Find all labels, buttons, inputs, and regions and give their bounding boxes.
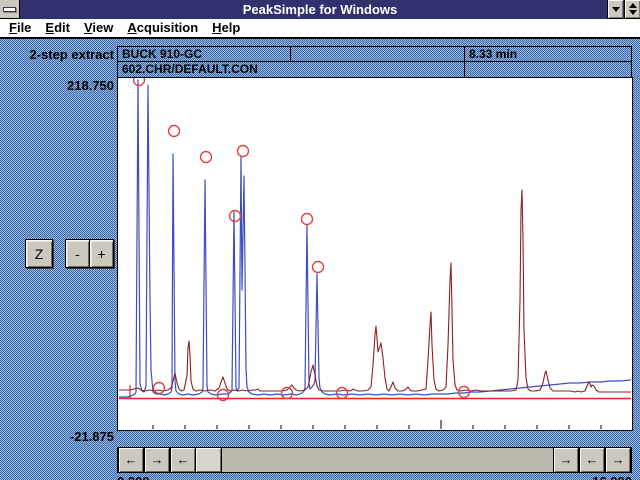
menu-file[interactable]: File: [9, 20, 32, 35]
control-menu-button[interactable]: [0, 0, 20, 19]
scroll-right-button[interactable]: →: [144, 448, 170, 472]
restore-button[interactable]: [624, 0, 640, 19]
sample-name-label: 2-step extract: [29, 47, 114, 62]
time-scrollbar[interactable]: ← → ← → ← →: [117, 447, 632, 473]
minimize-icon: [611, 6, 620, 12]
scrollbar-thumb[interactable]: [196, 448, 222, 472]
minimize-button[interactable]: [607, 0, 623, 19]
scroll-left-icon: ←: [124, 452, 138, 467]
trace-channel-darkred: [119, 189, 631, 393]
peak-marker: [457, 385, 471, 399]
chromatogram-plot[interactable]: [117, 77, 633, 431]
scroll-left-button[interactable]: ←: [170, 448, 196, 472]
zoom-button[interactable]: Z: [25, 239, 53, 268]
menu-view[interactable]: View: [83, 20, 114, 35]
scroll-left-button[interactable]: ←: [118, 448, 144, 472]
scroll-left-icon: ←: [176, 452, 190, 467]
empty-file-cell: [464, 61, 632, 78]
empty-header-cell: [290, 46, 465, 62]
x-max-label: 16.000: [540, 474, 632, 480]
scroll-left-icon: ←: [585, 452, 599, 467]
peak-marker: [132, 78, 146, 87]
window-title: PeakSimple for Windows: [242, 2, 398, 17]
peak-marker: [152, 381, 166, 395]
restore-down-icon: [628, 10, 637, 15]
peak-marker: [311, 260, 325, 274]
trace-channel-blue: [119, 79, 632, 398]
restore-up-icon: [628, 3, 637, 8]
x-min-label: 0.000: [117, 474, 150, 480]
peak-marker: [167, 124, 181, 138]
peak-marker: [199, 150, 213, 164]
scroll-right-button[interactable]: →: [553, 448, 579, 472]
peak-marker: [280, 386, 294, 400]
peak-marker: [216, 388, 230, 402]
scroll-left-button[interactable]: ←: [579, 448, 605, 472]
menu-edit[interactable]: Edit: [45, 20, 70, 35]
y-max-label: 218.750: [67, 78, 114, 93]
file-cell[interactable]: 602.CHR/DEFAULT.CON: [117, 61, 465, 78]
title-bar[interactable]: PeakSimple for Windows: [0, 0, 640, 19]
chromatogram-canvas[interactable]: [118, 78, 632, 430]
zoom-in-button[interactable]: +: [89, 239, 114, 268]
runtime-cell: 8.33 min: [464, 46, 632, 62]
peak-marker: [236, 144, 250, 158]
peak-marker: [335, 386, 349, 400]
peak-marker: [300, 212, 314, 226]
scroll-right-icon: →: [611, 452, 625, 467]
zoom-out-button[interactable]: -: [65, 239, 90, 268]
peak-marker: [228, 209, 242, 223]
scroll-right-icon: →: [559, 452, 573, 467]
scroll-right-button[interactable]: →: [605, 448, 631, 472]
control-menu-icon: [3, 6, 16, 12]
menu-acquisition[interactable]: Acquisition: [127, 20, 199, 35]
menu-help[interactable]: Help: [212, 20, 241, 35]
scroll-right-icon: →: [150, 452, 164, 467]
menu-bar: File Edit View Acquisition Help: [0, 19, 640, 39]
instrument-cell[interactable]: BUCK 910-GC: [117, 46, 291, 62]
y-min-label: -21.875: [69, 429, 114, 444]
